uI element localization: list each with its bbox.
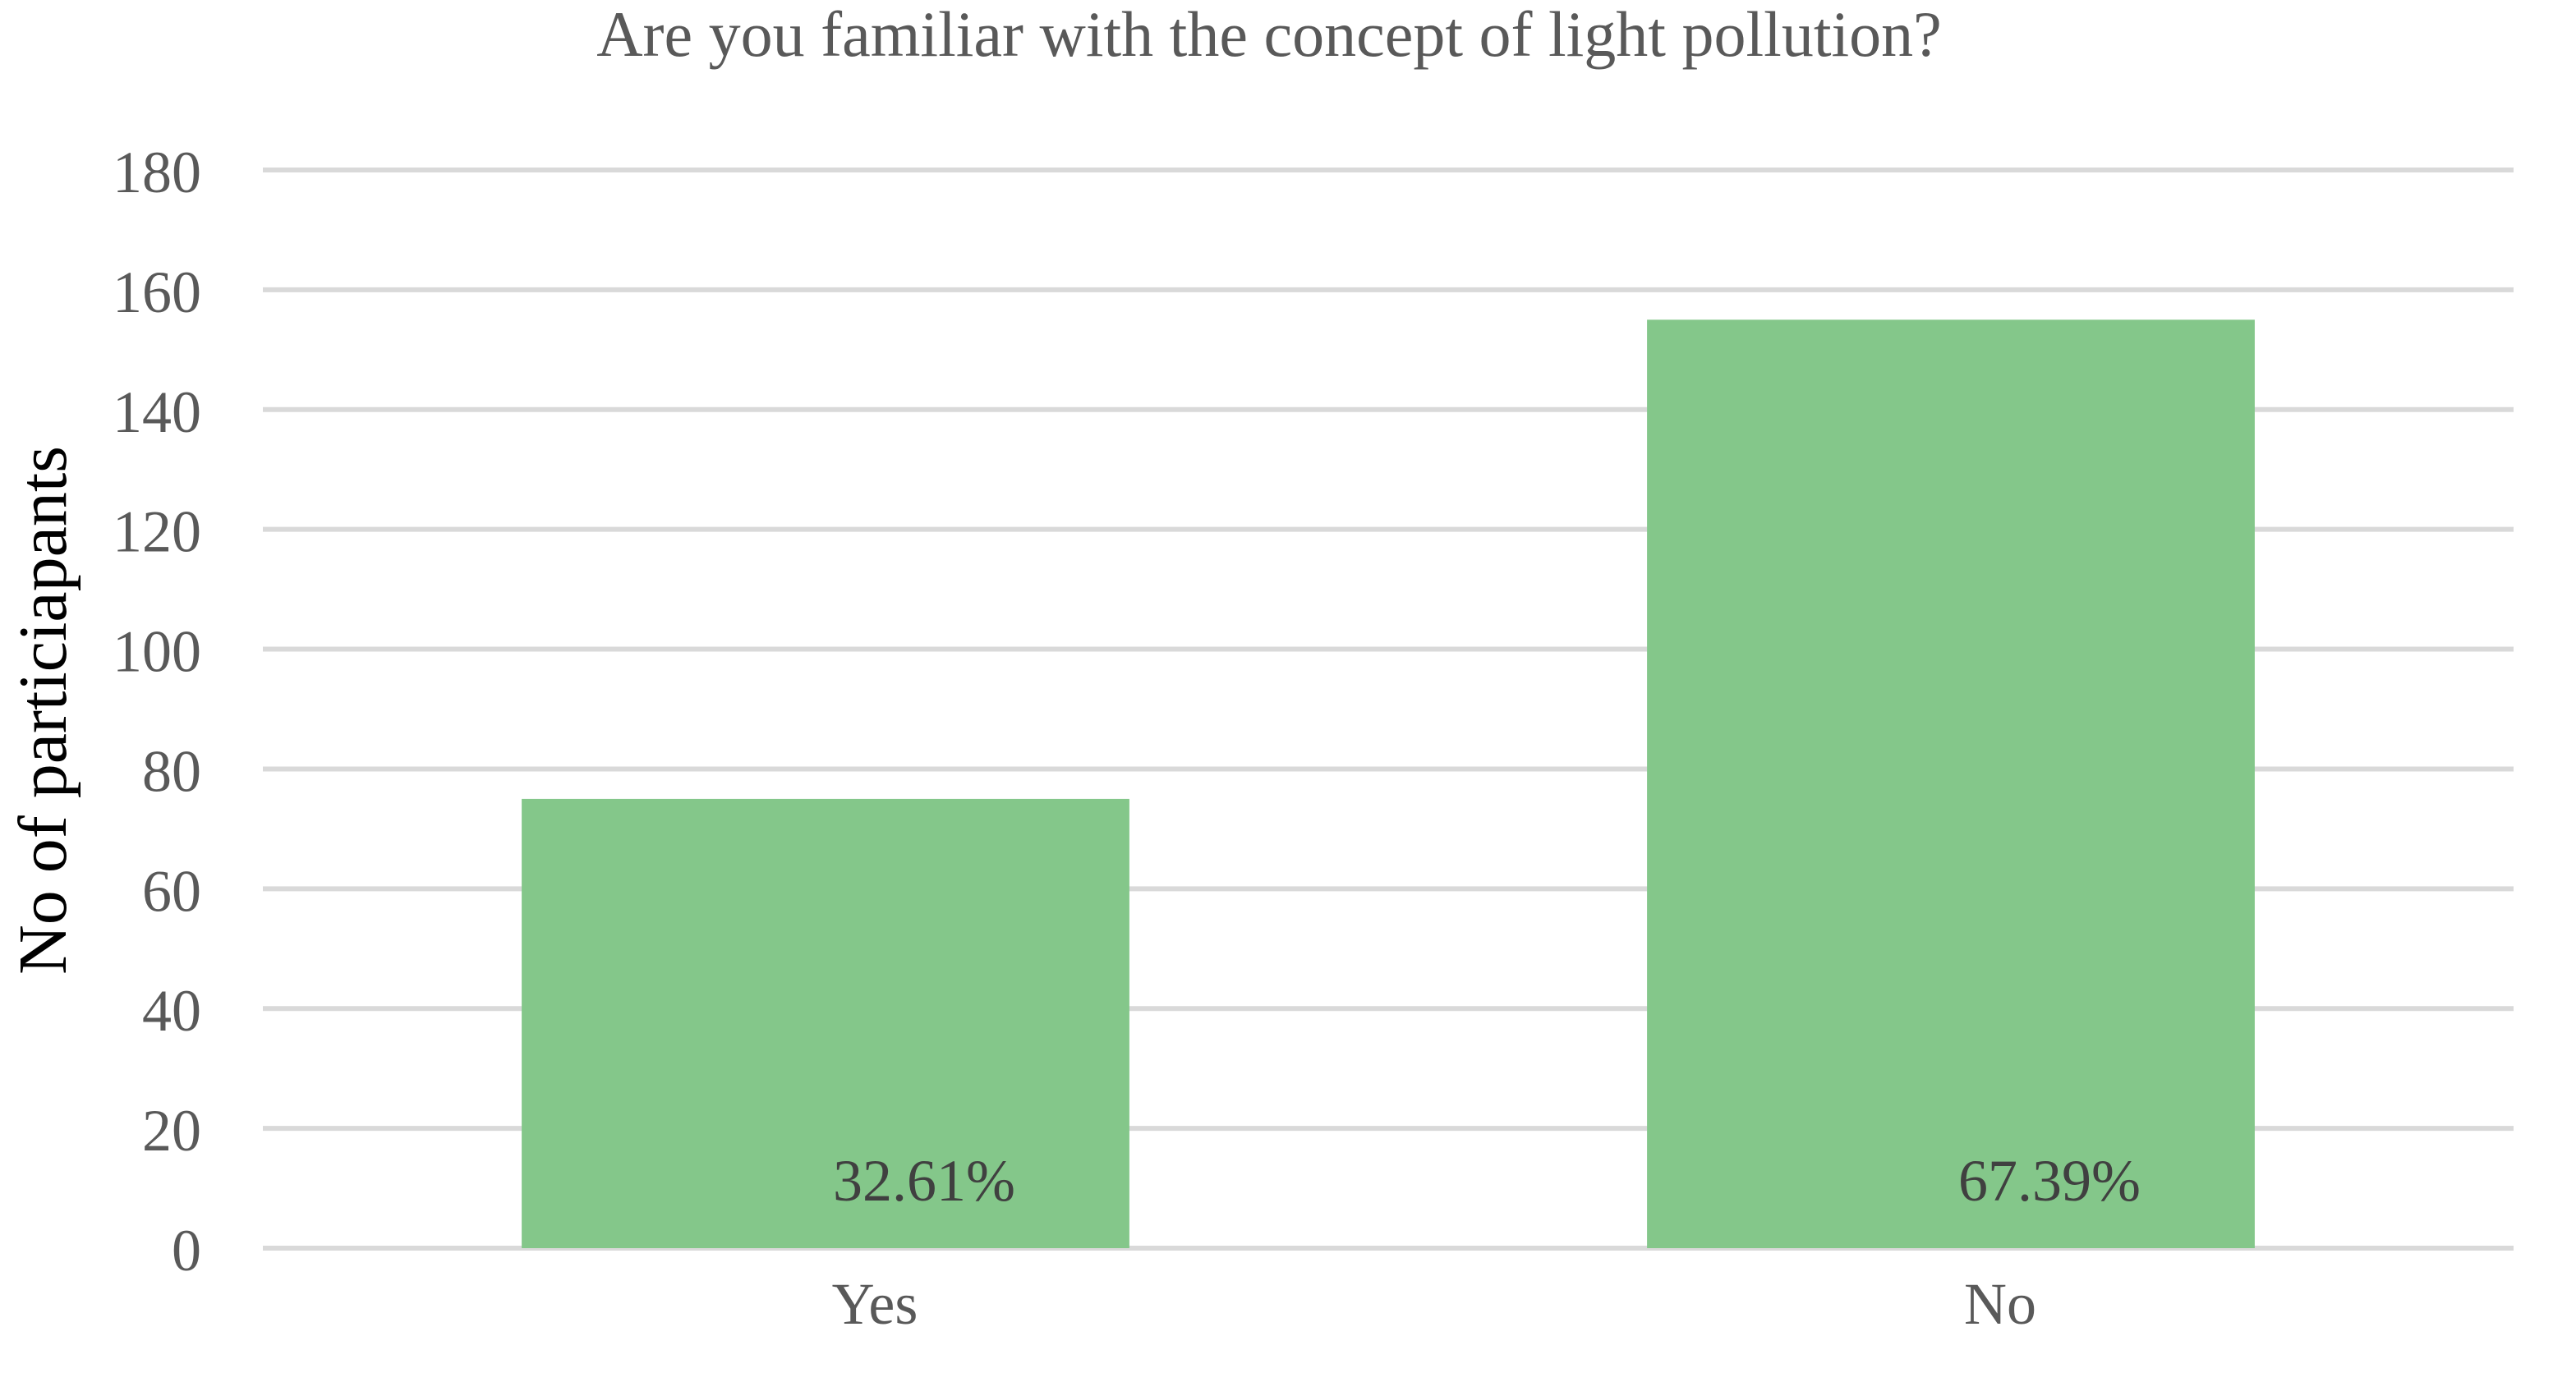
data-label: 32.61% [833, 1148, 1015, 1214]
y-tick-label: 120 [113, 499, 201, 565]
y-tick-label: 60 [142, 858, 201, 924]
x-tick-label: Yes [832, 1271, 918, 1337]
y-tick-label: 20 [142, 1098, 201, 1164]
bar-yes [522, 798, 1129, 1248]
y-axis-label: No of particiapants [5, 446, 81, 975]
y-tick-labels: 0 20 40 60 80 100 120 140 160 180 [113, 140, 201, 1283]
x-tick-labels: Yes No [832, 1271, 2036, 1337]
y-tick-label: 180 [113, 140, 201, 205]
y-tick-label: 140 [113, 379, 201, 445]
y-tick-label: 0 [172, 1218, 201, 1283]
chart-title: Are you familiar with the concept of lig… [596, 0, 1942, 70]
y-tick-label: 80 [142, 738, 201, 804]
data-label: 67.39% [1958, 1148, 2141, 1214]
x-tick-label: No [1964, 1271, 2036, 1337]
y-tick-label: 40 [142, 978, 201, 1044]
bar-no [1647, 319, 2255, 1249]
y-tick-label: 100 [113, 619, 201, 685]
y-tick-label: 160 [113, 259, 201, 325]
data-labels: 32.61% 67.39% [833, 1148, 2141, 1214]
bars [522, 319, 2255, 1249]
